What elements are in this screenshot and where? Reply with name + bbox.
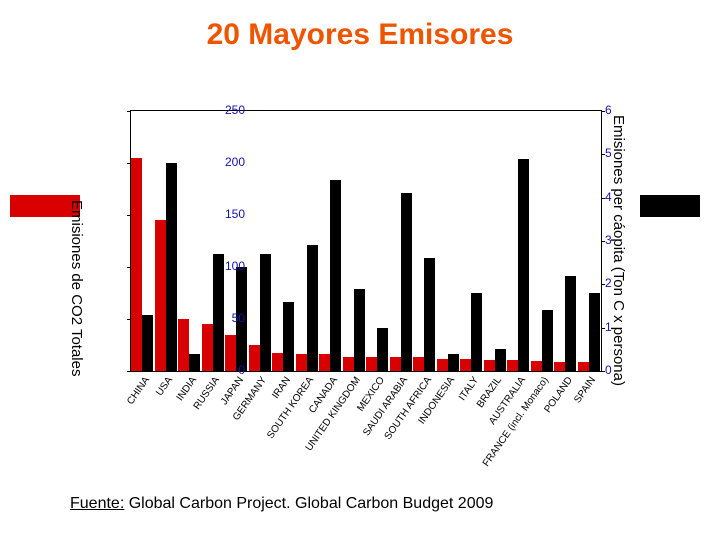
bar-total <box>131 158 142 371</box>
ytick-left: 200 <box>225 155 245 169</box>
bar-total <box>460 359 471 371</box>
bar-total <box>507 360 518 371</box>
bar-total <box>484 360 495 371</box>
bar-percap <box>401 193 412 371</box>
bar-percap <box>495 349 506 371</box>
source-body: Global Carbon Project. Global Carbon Bud… <box>124 495 493 512</box>
bar-percap <box>377 328 388 371</box>
bar-total <box>437 359 448 371</box>
x-axis-label: USA <box>154 375 175 398</box>
bar-percap <box>542 310 553 371</box>
bar-percap <box>307 245 318 371</box>
chart-area: CHINAUSAINDIARUSSIAJAPANGERMANYIRANSOUTH… <box>130 110 602 372</box>
source-text: Fuente: Global Carbon Project. Global Ca… <box>70 495 493 513</box>
bar-percap <box>518 159 529 371</box>
bar-total <box>155 220 166 371</box>
ytick-right: 4 <box>605 190 612 204</box>
x-axis-label: SPAIN <box>572 375 598 405</box>
bar-percap <box>283 302 294 371</box>
bar-percap <box>213 254 224 371</box>
bar-total <box>531 361 542 371</box>
ytick-left: 50 <box>232 311 245 325</box>
ytick-left: 250 <box>225 103 245 117</box>
bar-percap <box>189 354 200 371</box>
bar-total <box>413 357 424 371</box>
x-axis-label: IRAN <box>270 375 293 401</box>
source-prefix: Fuente: <box>70 495 124 512</box>
ytick-right: 2 <box>605 276 612 290</box>
legend-swatch-percap <box>640 195 700 217</box>
bar-total <box>578 362 589 371</box>
bar-percap <box>142 315 153 371</box>
ytick-right: 6 <box>605 103 612 117</box>
chart-title: 20 Mayores Emisores <box>0 18 720 52</box>
ytick-right: 3 <box>605 233 612 247</box>
ytick-left: 150 <box>225 207 245 221</box>
bar-total <box>296 354 307 371</box>
bar-percap <box>565 276 576 371</box>
ytick-right: 0 <box>605 363 612 377</box>
bar-percap <box>260 254 271 371</box>
bar-total <box>390 357 401 371</box>
bar-percap <box>354 289 365 371</box>
bar-percap <box>471 293 482 371</box>
bar-total <box>249 345 260 371</box>
ytick-left: 0 <box>238 363 245 377</box>
bar-total <box>225 335 236 371</box>
bar-total <box>202 324 213 371</box>
bar-percap <box>166 163 177 371</box>
ytick-left: 100 <box>225 259 245 273</box>
ytick-right: 5 <box>605 146 612 160</box>
bar-total <box>554 362 565 371</box>
bar-percap <box>589 293 600 371</box>
bar-total <box>272 353 283 371</box>
bar-percap <box>424 258 435 371</box>
bar-total <box>343 357 354 371</box>
right-axis-label: Emisiones per cáopita (Ton C x persona) <box>610 115 627 386</box>
bar-percap <box>448 354 459 371</box>
bar-percap <box>330 180 341 371</box>
bar-total <box>178 319 189 371</box>
left-axis-label: Emisiones de CO2 Totales <box>68 200 85 376</box>
x-axis-label: CHINA <box>125 375 152 407</box>
bar-total <box>366 357 377 371</box>
ytick-right: 1 <box>605 320 612 334</box>
bar-total <box>319 354 330 371</box>
